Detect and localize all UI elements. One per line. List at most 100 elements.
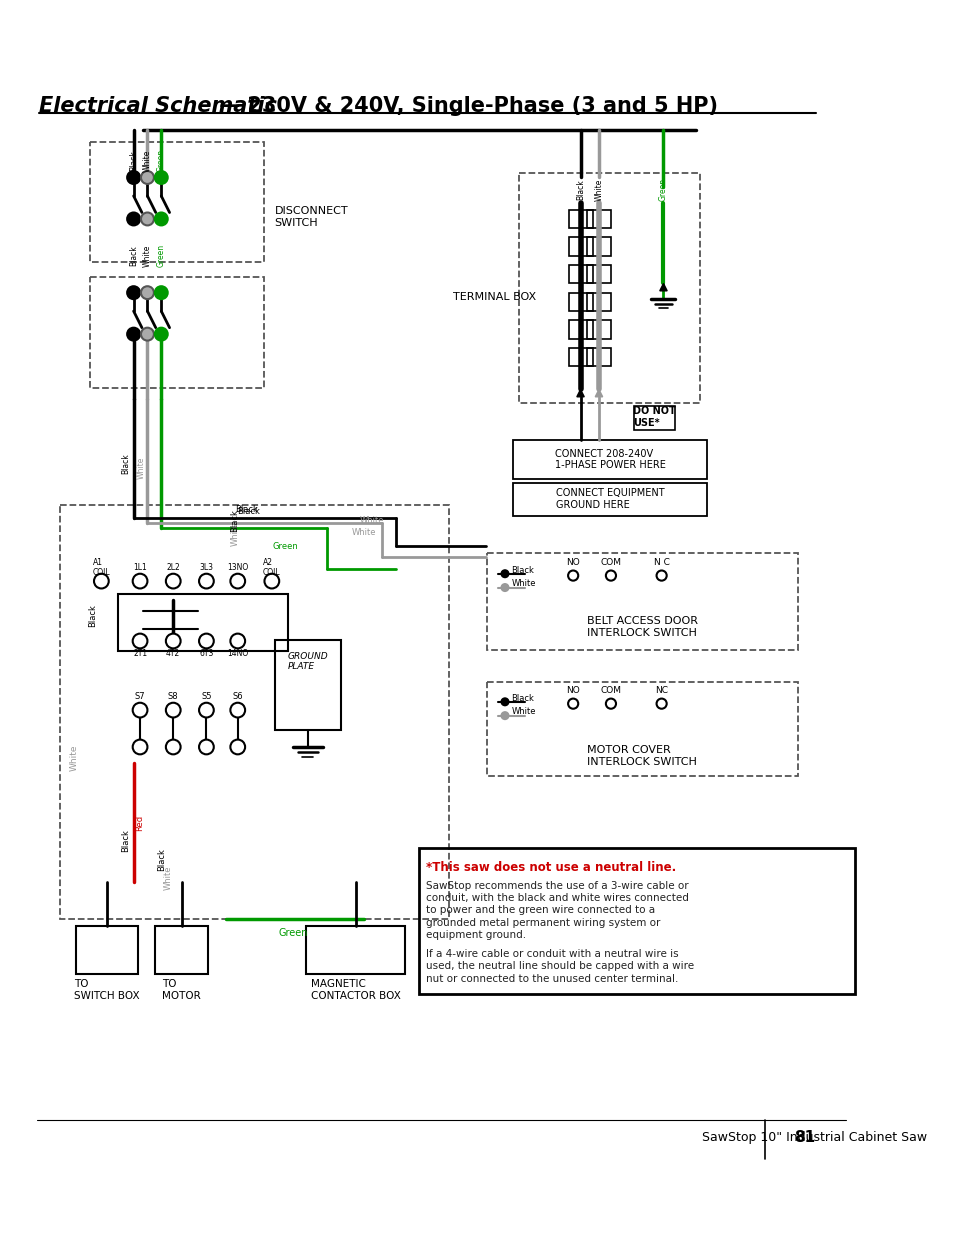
Text: SawStop recommends the use of a 3-wire cable or: SawStop recommends the use of a 3-wire c… [425, 881, 688, 890]
Circle shape [199, 740, 213, 755]
Text: TO
SWITCH BOX: TO SWITCH BOX [74, 979, 139, 1002]
Circle shape [127, 327, 140, 341]
Text: COM: COM [599, 687, 620, 695]
Text: 1L1: 1L1 [133, 563, 147, 572]
Circle shape [127, 170, 140, 184]
Circle shape [199, 634, 213, 648]
Circle shape [230, 574, 245, 588]
Text: Black: Black [121, 830, 130, 852]
Text: S8: S8 [168, 692, 178, 700]
Circle shape [500, 584, 508, 592]
Text: Black: Black [122, 453, 131, 473]
Polygon shape [577, 389, 583, 396]
Text: conduit, with the black and white wires connected: conduit, with the black and white wires … [425, 893, 688, 903]
Text: White: White [143, 245, 152, 267]
Circle shape [166, 574, 180, 588]
Text: White: White [143, 149, 152, 172]
Text: Green: Green [278, 929, 308, 939]
Text: Black: Black [156, 848, 166, 871]
Text: 2L2: 2L2 [166, 563, 180, 572]
Circle shape [230, 634, 245, 648]
Text: 81: 81 [793, 1130, 814, 1145]
Text: White: White [70, 745, 78, 772]
Text: CONNECT 208-240V
1-PHASE POWER HERE: CONNECT 208-240V 1-PHASE POWER HERE [554, 448, 665, 471]
Text: White: White [231, 521, 239, 546]
Circle shape [264, 574, 279, 588]
Circle shape [127, 212, 140, 226]
Text: MAGNETIC
CONTACTOR BOX: MAGNETIC CONTACTOR BOX [311, 979, 400, 1002]
Circle shape [166, 703, 180, 718]
Circle shape [656, 571, 666, 580]
Text: Green: Green [156, 149, 166, 173]
Text: Black: Black [511, 566, 534, 574]
Text: White: White [594, 178, 603, 200]
Circle shape [154, 170, 168, 184]
Circle shape [154, 287, 168, 299]
Text: CONNECT EQUIPMENT
GROUND HERE: CONNECT EQUIPMENT GROUND HERE [556, 488, 663, 510]
Circle shape [154, 327, 168, 341]
Text: White: White [164, 866, 172, 890]
Text: If a 4-wire cable or conduit with a neutral wire is: If a 4-wire cable or conduit with a neut… [425, 948, 678, 958]
Text: Black: Black [237, 506, 260, 515]
Text: — 230V & 240V, Single-Phase (3 and 5 HP): — 230V & 240V, Single-Phase (3 and 5 HP) [212, 95, 718, 116]
Text: S6: S6 [233, 692, 243, 700]
Text: 13NO: 13NO [227, 563, 248, 572]
Circle shape [500, 711, 508, 719]
Text: TERMINAL BOX: TERMINAL BOX [453, 293, 536, 303]
Text: A1
COIL: A1 COIL [92, 557, 110, 577]
Circle shape [567, 571, 578, 580]
Text: Green: Green [659, 178, 667, 201]
Text: 6T3: 6T3 [199, 650, 213, 658]
Text: NC: NC [655, 687, 667, 695]
Text: grounded metal permanent wiring system or: grounded metal permanent wiring system o… [425, 918, 659, 927]
Text: NO: NO [566, 558, 579, 567]
Circle shape [500, 571, 508, 578]
Text: Black: Black [231, 509, 239, 532]
Text: to power and the green wire connected to a: to power and the green wire connected to… [425, 905, 654, 915]
Text: White: White [136, 457, 146, 479]
Circle shape [605, 571, 616, 580]
Text: White: White [352, 527, 375, 537]
Text: 3L3: 3L3 [199, 563, 213, 572]
Circle shape [141, 170, 153, 184]
Circle shape [132, 740, 148, 755]
Text: S7: S7 [134, 692, 145, 700]
Circle shape [94, 574, 109, 588]
Circle shape [141, 287, 153, 299]
Text: Black: Black [576, 179, 584, 200]
Circle shape [141, 212, 153, 226]
Circle shape [605, 699, 616, 709]
Text: used, the neutral line should be capped with a wire: used, the neutral line should be capped … [425, 961, 693, 971]
Text: A2
COIL: A2 COIL [263, 557, 280, 577]
Circle shape [127, 287, 140, 299]
Text: Black: Black [129, 151, 138, 172]
Circle shape [230, 740, 245, 755]
Text: Black: Black [88, 604, 96, 626]
Text: nut or connected to the unused center terminal.: nut or connected to the unused center te… [425, 973, 678, 983]
Text: equipment ground.: equipment ground. [425, 930, 525, 940]
Circle shape [132, 574, 148, 588]
Text: Black: Black [511, 694, 534, 703]
Circle shape [199, 574, 213, 588]
Text: NO: NO [566, 687, 579, 695]
Text: Green: Green [273, 542, 298, 551]
Polygon shape [659, 284, 666, 290]
Text: S5: S5 [201, 692, 212, 700]
Text: DISCONNECT
SWITCH: DISCONNECT SWITCH [274, 206, 348, 228]
Text: 4T2: 4T2 [166, 650, 180, 658]
Text: White: White [511, 579, 536, 588]
Circle shape [199, 703, 213, 718]
Circle shape [656, 699, 666, 709]
Text: DO NOT
USE*: DO NOT USE* [632, 406, 675, 427]
Text: White: White [359, 516, 383, 525]
Circle shape [154, 212, 168, 226]
Text: Green: Green [156, 245, 166, 268]
Text: N C: N C [653, 558, 669, 567]
Text: SawStop 10" Industrial Cabinet Saw: SawStop 10" Industrial Cabinet Saw [701, 1131, 926, 1144]
Circle shape [132, 634, 148, 648]
Text: 14NO: 14NO [227, 650, 248, 658]
Circle shape [230, 703, 245, 718]
Circle shape [500, 698, 508, 705]
Text: Electrical Schematic: Electrical Schematic [39, 95, 276, 116]
Text: White: White [511, 708, 536, 716]
